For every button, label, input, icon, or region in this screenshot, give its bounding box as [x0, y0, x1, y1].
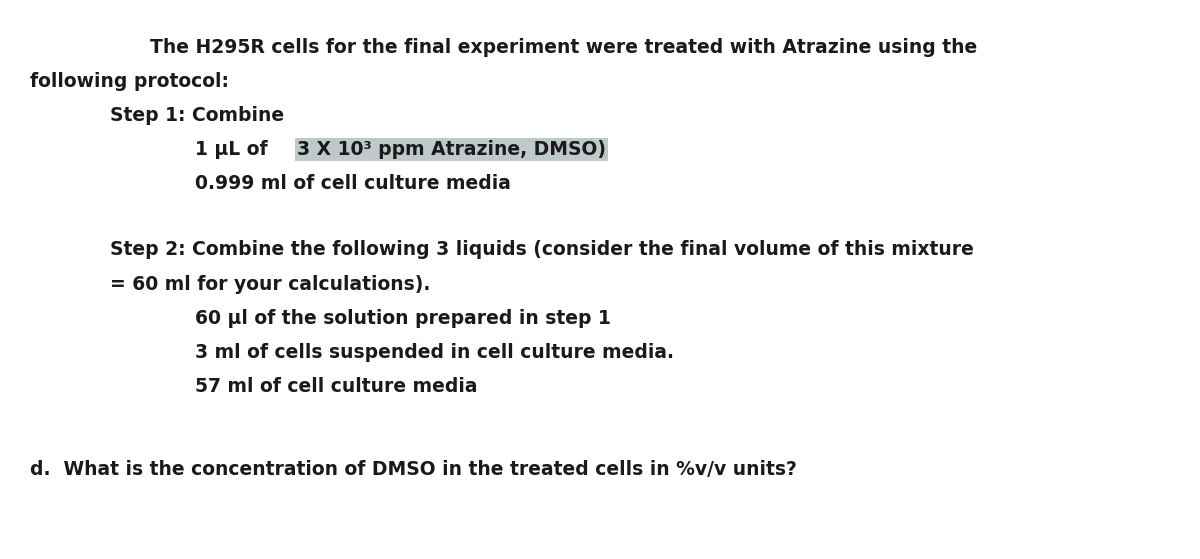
- Text: 1 µL of: 1 µL of: [194, 140, 274, 159]
- Text: 60 µl of the solution prepared in step 1: 60 µl of the solution prepared in step 1: [194, 309, 611, 328]
- Text: 57 ml of cell culture media: 57 ml of cell culture media: [194, 377, 478, 396]
- Text: Step 2: Combine the following 3 liquids (consider the final volume of this mixtu: Step 2: Combine the following 3 liquids …: [110, 240, 974, 259]
- Text: d.  What is the concentration of DMSO in the treated cells in %v/v units?: d. What is the concentration of DMSO in …: [30, 460, 797, 479]
- Text: Step 1: Combine: Step 1: Combine: [110, 106, 284, 125]
- Text: 0.999 ml of cell culture media: 0.999 ml of cell culture media: [194, 174, 511, 193]
- Text: 3 X 10³ ppm Atrazine, DMSO): 3 X 10³ ppm Atrazine, DMSO): [298, 140, 606, 159]
- Text: The H295R cells for the final experiment were treated with Atrazine using the: The H295R cells for the final experiment…: [150, 38, 977, 57]
- Text: 3 ml of cells suspended in cell culture media.: 3 ml of cells suspended in cell culture …: [194, 343, 674, 362]
- Text: following protocol:: following protocol:: [30, 72, 229, 91]
- Text: = 60 ml for your calculations).: = 60 ml for your calculations).: [110, 275, 431, 294]
